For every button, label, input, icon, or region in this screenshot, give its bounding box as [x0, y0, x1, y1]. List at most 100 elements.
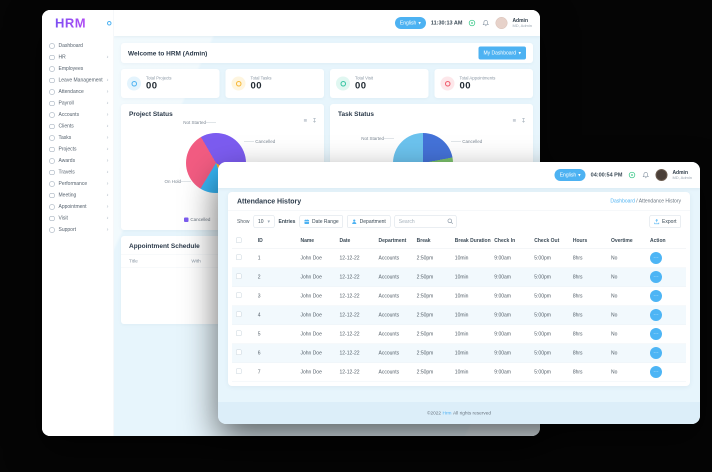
- table-row: 1 John Doe 12-12-22 Accounts 2:50pm 10mi…: [232, 248, 686, 268]
- row-checkbox[interactable]: [236, 330, 242, 336]
- table-row: 7 John Doe 12-12-22 Accounts 2:50pm 10mi…: [232, 362, 686, 382]
- bell-icon[interactable]: [481, 19, 490, 28]
- language-button[interactable]: English ▾: [554, 169, 586, 181]
- footer-brand-link[interactable]: Hrm: [442, 410, 452, 416]
- ellipsis-icon: ⋯: [653, 312, 659, 318]
- export-button[interactable]: Export: [649, 215, 681, 228]
- row-checkbox[interactable]: [236, 273, 242, 279]
- sidebar-item[interactable]: Leave Management ›: [42, 75, 114, 87]
- stat-ring-icon: [440, 76, 455, 91]
- table-row: 3 John Doe 12-12-22 Accounts 2:50pm 10mi…: [232, 286, 686, 306]
- chart-download-icon[interactable]: ↧: [311, 117, 317, 124]
- sidebar-item[interactable]: Payroll ›: [42, 98, 114, 110]
- footer: ©2022 Hrm All rights reserved: [218, 402, 700, 424]
- chevron-right-icon: ›: [106, 203, 109, 210]
- ellipsis-icon: ⋯: [653, 255, 659, 261]
- avatar[interactable]: [655, 169, 668, 181]
- dashboard-icon: [49, 43, 55, 49]
- sidebar-toggle-button[interactable]: [107, 21, 112, 26]
- chart-title: Task Status: [338, 110, 375, 118]
- row-action-button[interactable]: ⋯: [650, 347, 662, 359]
- row-action-button[interactable]: ⋯: [650, 309, 662, 321]
- ellipsis-icon: ⋯: [653, 293, 659, 299]
- row-action-button[interactable]: ⋯: [650, 252, 662, 264]
- chart-menu-icon[interactable]: ≡: [303, 117, 307, 124]
- support-icon: [49, 227, 55, 233]
- row-action-button[interactable]: ⋯: [650, 271, 662, 283]
- sidebar-item[interactable]: Employees ›: [42, 63, 114, 75]
- sidebar-item[interactable]: Appointment ›: [42, 201, 114, 213]
- chevron-right-icon: ›: [106, 100, 109, 106]
- table-row: 2 John Doe 12-12-22 Accounts 2:50pm 10mi…: [232, 267, 686, 287]
- row-action-button[interactable]: ⋯: [650, 328, 662, 340]
- attendance-icon: [49, 89, 55, 95]
- sidebar-item[interactable]: Awards ›: [42, 155, 114, 167]
- sidebar-item[interactable]: Attendance ›: [42, 86, 114, 98]
- welcome-title: Welcome to HRM (Admin): [128, 49, 208, 57]
- search-icon: [447, 218, 453, 224]
- appointment-icon: [49, 204, 55, 210]
- bell-icon[interactable]: [641, 171, 650, 180]
- sidebar-item[interactable]: Accounts ›: [42, 109, 114, 121]
- clock: 04:00:54 PM: [590, 172, 623, 178]
- row-action-button[interactable]: ⋯: [650, 290, 662, 302]
- select-all-checkbox[interactable]: [236, 237, 242, 243]
- sidebar-item[interactable]: Projects ›: [42, 144, 114, 156]
- table-row: 6 John Doe 12-12-22 Accounts 2:50pm 10mi…: [232, 343, 686, 363]
- sidebar: HRM Dashboard › HR ›: [42, 10, 114, 436]
- search-input[interactable]: [394, 215, 457, 228]
- table-header-row: ID Name Date Department Break Break Dura…: [232, 233, 686, 249]
- chart-menu-icon[interactable]: ≡: [512, 117, 516, 124]
- welcome-bar: Welcome to HRM (Admin) My Dashboard ▾: [121, 43, 533, 63]
- sidebar-item[interactable]: Meeting ›: [42, 190, 114, 202]
- date-range-button[interactable]: Date Range: [299, 215, 344, 228]
- row-action-button[interactable]: ⋯: [650, 366, 662, 378]
- column-header: Break: [412, 233, 451, 249]
- screen-record-icon[interactable]: [627, 171, 636, 180]
- stat-card: Total Visit 00: [330, 69, 429, 98]
- sidebar-item[interactable]: Performance ›: [42, 178, 114, 190]
- avatar[interactable]: [495, 17, 508, 29]
- row-checkbox[interactable]: [236, 292, 242, 298]
- leave-management-icon: [49, 77, 55, 83]
- chevron-right-icon: ›: [106, 169, 109, 175]
- sidebar-item[interactable]: Clients ›: [42, 121, 114, 133]
- sidebar-item[interactable]: Support ›: [42, 224, 114, 236]
- sidebar-item[interactable]: Dashboard ›: [42, 40, 114, 52]
- person-icon: [352, 219, 357, 224]
- row-checkbox[interactable]: [236, 349, 242, 355]
- appointment-column-header: Title: [129, 258, 138, 264]
- appointment-column-header: With: [191, 258, 201, 264]
- chart-title: Project Status: [129, 110, 173, 118]
- stat-card: Total Tasks 00: [225, 69, 324, 98]
- sidebar-item[interactable]: Tasks ›: [42, 132, 114, 144]
- row-checkbox[interactable]: [236, 368, 242, 374]
- page-size-select[interactable]: 10 ▾: [253, 215, 275, 228]
- department-filter-button[interactable]: Department: [347, 215, 391, 228]
- screen-record-icon[interactable]: [467, 19, 476, 28]
- breadcrumb: Dashboard / Attendance History: [610, 198, 681, 204]
- sidebar-item[interactable]: HR ›: [42, 52, 114, 64]
- ellipsis-icon: ⋯: [653, 369, 659, 375]
- row-checkbox[interactable]: [236, 254, 242, 260]
- hr-icon: [49, 54, 55, 60]
- sidebar-item[interactable]: Travels ›: [42, 167, 114, 179]
- stat-ring-icon: [127, 76, 141, 91]
- chevron-right-icon: ›: [106, 54, 109, 60]
- chart-download-icon[interactable]: ↧: [520, 117, 526, 124]
- row-checkbox[interactable]: [236, 311, 242, 317]
- chevron-right-icon: ›: [106, 88, 109, 95]
- my-dashboard-button[interactable]: My Dashboard ▾: [478, 46, 526, 60]
- attendance-history-window: English ▾ 04:00:54 PM Admin MD, Admin At…: [218, 162, 700, 424]
- column-header: Hours: [568, 233, 607, 249]
- breadcrumb-dashboard-link[interactable]: Dashboard: [610, 198, 635, 204]
- chevron-right-icon: ›: [106, 215, 109, 221]
- accounts-icon: [49, 112, 55, 118]
- export-icon: [654, 218, 660, 224]
- chevron-right-icon: ›: [106, 226, 109, 233]
- language-button[interactable]: English ▾: [394, 17, 426, 29]
- chevron-right-icon: ›: [106, 134, 109, 141]
- appointment-title: Appointment Schedule: [129, 242, 200, 250]
- sidebar-item[interactable]: Visit ›: [42, 213, 114, 225]
